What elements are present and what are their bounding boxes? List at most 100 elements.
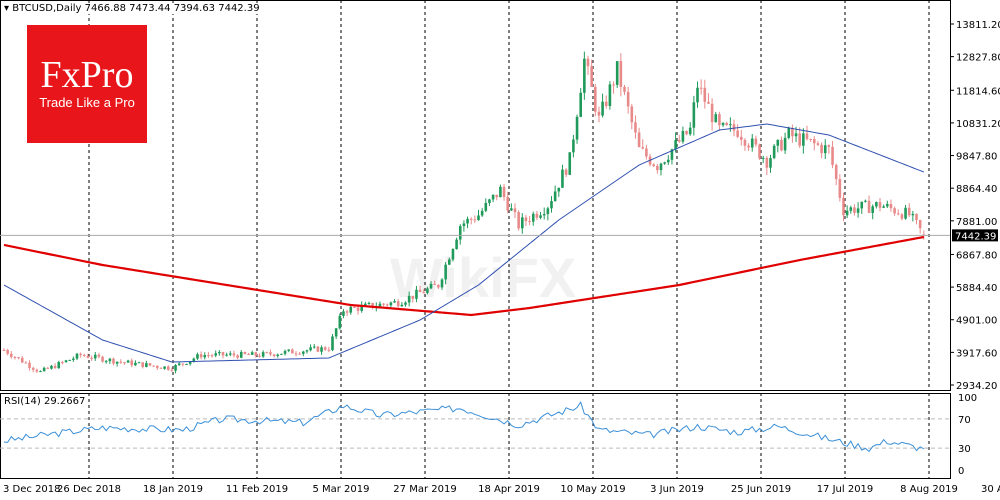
candle-body [287, 349, 290, 351]
candle-body [896, 213, 900, 215]
candle-body [645, 148, 648, 157]
y-tick-label: 4901.00 [956, 316, 997, 327]
x-tick-label: 3 Jun 2019 [650, 484, 704, 495]
candle-body [170, 369, 174, 371]
candle-body [20, 357, 24, 363]
y-tick-label: 8864.40 [956, 184, 997, 195]
candle-body [856, 208, 860, 213]
candle-body [623, 86, 626, 92]
candle-body [294, 353, 298, 355]
candle-body [145, 363, 148, 367]
candle-body [174, 365, 177, 371]
candle-body [112, 358, 115, 364]
candle-body [699, 87, 703, 89]
candle-body [338, 315, 342, 329]
candle-body [791, 128, 794, 137]
candle-body [575, 116, 579, 140]
candle-body [455, 239, 458, 250]
candle-body [196, 354, 199, 359]
candle-body [915, 213, 918, 221]
candle-body [10, 353, 13, 357]
candle-body [802, 133, 805, 146]
candle-body [57, 362, 61, 369]
candle-body [68, 359, 71, 361]
candle-body [641, 147, 645, 149]
candle-body [798, 133, 801, 146]
candle-body [652, 164, 655, 166]
candle-body [247, 353, 250, 355]
candle-body [50, 365, 53, 369]
candle-body [156, 365, 159, 368]
candle-body [918, 220, 922, 229]
candle-body [561, 169, 564, 188]
candle-body [79, 353, 82, 356]
candle-body [378, 303, 382, 307]
candle-body [871, 206, 874, 213]
candle-body [579, 92, 582, 117]
candle-body [867, 200, 871, 213]
candle-body [677, 140, 681, 142]
candle-body [385, 304, 389, 306]
candle-body [433, 283, 436, 285]
candle-body [101, 356, 104, 362]
candle-body [736, 130, 739, 137]
candle-body [152, 365, 155, 367]
x-tick-label: 3 Dec 2018 [3, 484, 61, 495]
candle-body [696, 87, 699, 103]
candle-body [750, 138, 754, 148]
candle-body [141, 362, 144, 367]
candle-body [546, 208, 550, 215]
candle-body [714, 114, 718, 123]
candle-body [28, 362, 31, 368]
candle-body [185, 363, 188, 365]
rsi-label: RSI(14) 29.2667 [4, 396, 86, 407]
candle-body [889, 203, 893, 209]
candle-body [166, 366, 170, 370]
candle-body [236, 355, 239, 358]
candle-body [513, 208, 517, 213]
y-tick-label: 7881.00 [956, 217, 997, 228]
candle-body [740, 136, 743, 140]
candle-body [323, 347, 327, 350]
x-tick-label: 30 Aug 2019 [981, 484, 1000, 495]
candle-body [177, 363, 181, 366]
candle-body [499, 186, 502, 198]
candle-body [488, 199, 491, 203]
candle-body [163, 366, 166, 369]
candle-body [663, 162, 666, 164]
candle-body [429, 283, 433, 289]
fxpro-logo: FxPro Trade Like a Pro [27, 25, 147, 143]
candle-body [254, 352, 258, 356]
y-tick-label: 5884.40 [956, 283, 997, 294]
collapse-arrow-icon[interactable]: ▾ [4, 3, 10, 14]
candle-body [86, 355, 90, 358]
x-tick-label: 10 May 2019 [560, 484, 625, 495]
candle-body [564, 169, 568, 175]
candle-body [316, 346, 320, 352]
y-tick-label: 10831.20 [956, 119, 1000, 130]
candle-body [199, 354, 203, 358]
candle-body [221, 352, 225, 356]
candle-body [619, 61, 623, 87]
x-tick-label: 18 Jan 2019 [143, 484, 203, 495]
candle-body [813, 139, 816, 144]
candle-body [681, 131, 685, 142]
candle-body [210, 355, 214, 357]
candle-body [761, 157, 765, 159]
logo-brand: FxPro [40, 54, 134, 96]
candle-body [312, 346, 316, 348]
candle-body [342, 311, 345, 316]
candle-body [407, 295, 411, 303]
candle-body [250, 352, 254, 355]
candle-body [64, 360, 68, 363]
candle-body [181, 363, 185, 365]
candle-body [451, 249, 455, 260]
candle-body [444, 264, 447, 280]
candle-body [718, 114, 721, 126]
last-price-tag [952, 229, 998, 242]
candle-body [517, 212, 520, 229]
candle-body [831, 146, 834, 165]
candle-body [229, 353, 232, 355]
